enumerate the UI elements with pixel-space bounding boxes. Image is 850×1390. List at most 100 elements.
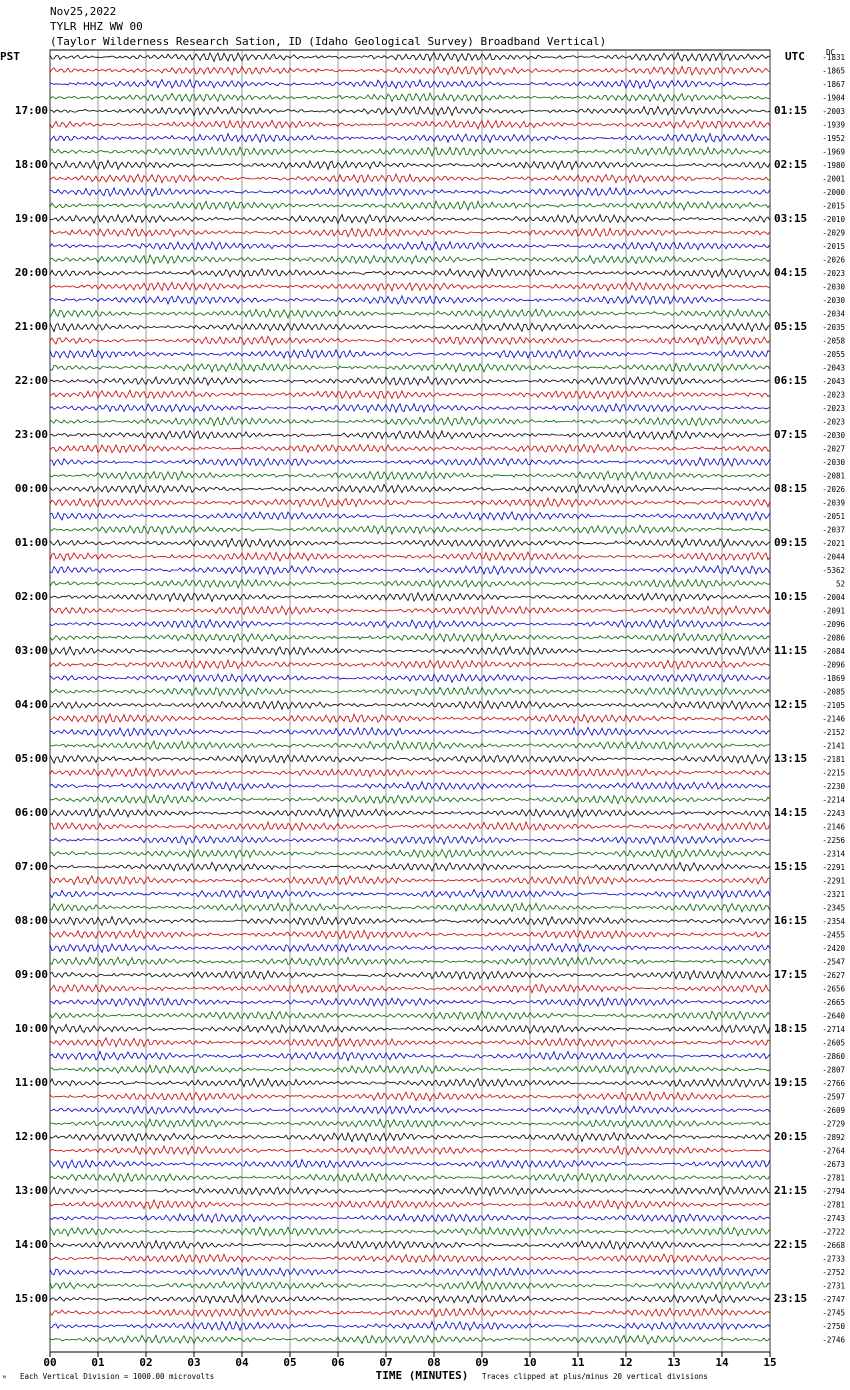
dc-offset: -2714 bbox=[822, 1025, 845, 1034]
utc-label: 13:15 bbox=[774, 752, 807, 765]
footer-right: Traces clipped at plus/minus 20 vertical… bbox=[482, 1372, 708, 1381]
dc-offset: -2745 bbox=[822, 1309, 845, 1318]
dc-offset: -2001 bbox=[822, 175, 845, 184]
trace bbox=[49, 375, 771, 387]
dc-offset: 52 bbox=[836, 580, 845, 589]
trace bbox=[49, 942, 771, 954]
trace bbox=[49, 1117, 771, 1129]
dc-offset: -5362 bbox=[822, 566, 845, 575]
trace bbox=[49, 362, 771, 374]
dc-offset: -2058 bbox=[822, 337, 845, 346]
trace bbox=[49, 537, 771, 549]
dc-offset: -2215 bbox=[822, 769, 845, 778]
pst-label: 20:00 bbox=[15, 266, 48, 279]
pst-label: 07:00 bbox=[15, 860, 48, 873]
pst-label: 12:00 bbox=[15, 1130, 48, 1143]
dc-offset: -2627 bbox=[822, 971, 845, 980]
trace bbox=[49, 51, 771, 63]
trace bbox=[49, 186, 771, 198]
dc-offset: -2609 bbox=[822, 1106, 845, 1115]
trace bbox=[49, 199, 771, 212]
trace bbox=[49, 65, 771, 76]
dc-offset: -2731 bbox=[822, 1282, 845, 1291]
trace bbox=[49, 470, 771, 482]
dc-offset: -2781 bbox=[822, 1174, 845, 1183]
trace bbox=[49, 496, 771, 509]
dc-offset: -2081 bbox=[822, 472, 845, 481]
dc-offset: -2023 bbox=[822, 391, 845, 400]
trace bbox=[49, 1252, 771, 1265]
dc-offset: -2747 bbox=[822, 1295, 845, 1304]
trace bbox=[49, 105, 771, 117]
logo: ᴹ bbox=[2, 1374, 7, 1383]
trace bbox=[49, 578, 771, 590]
dc-offset: -2035 bbox=[822, 323, 845, 332]
dc-offset: -2030 bbox=[822, 283, 845, 292]
dc-offset: -2026 bbox=[822, 256, 845, 265]
dc-offset: -2027 bbox=[822, 445, 845, 454]
trace bbox=[49, 726, 771, 738]
trace bbox=[49, 956, 771, 967]
trace bbox=[49, 1239, 771, 1251]
trace bbox=[49, 928, 771, 940]
utc-label: 17:15 bbox=[774, 968, 807, 981]
pst-label: 23:00 bbox=[15, 428, 48, 441]
dc-offset: -2023 bbox=[822, 269, 845, 278]
header-line: Nov25,2022 bbox=[50, 5, 116, 18]
x-tick-label: 06 bbox=[331, 1356, 345, 1369]
utc-label: 01:15 bbox=[774, 104, 807, 117]
trace bbox=[49, 645, 771, 657]
utc-label: 12:15 bbox=[774, 698, 807, 711]
pst-label: 00:00 bbox=[15, 482, 48, 495]
x-tick-label: 11 bbox=[571, 1356, 585, 1369]
dc-offset: -2345 bbox=[822, 904, 845, 913]
dc-offset: -2746 bbox=[822, 1336, 845, 1345]
trace bbox=[49, 92, 771, 103]
dc-offset: -1865 bbox=[822, 67, 845, 76]
trace bbox=[49, 172, 771, 184]
trace bbox=[49, 348, 771, 360]
trace bbox=[49, 658, 771, 671]
trace bbox=[49, 119, 771, 130]
dc-offset: -2668 bbox=[822, 1241, 845, 1250]
trace bbox=[49, 1050, 771, 1062]
trace bbox=[50, 1104, 771, 1116]
dc-offset: -2039 bbox=[822, 499, 845, 508]
pst-label: 11:00 bbox=[15, 1076, 48, 1089]
dc-offset: -2096 bbox=[822, 661, 845, 670]
dc-offset: -2547 bbox=[822, 958, 845, 967]
dc-offset: -2214 bbox=[822, 796, 845, 805]
utc-label: 08:15 bbox=[774, 482, 807, 495]
dc-offset: -2084 bbox=[822, 647, 845, 656]
dc-offset: -2051 bbox=[822, 512, 845, 521]
trace bbox=[49, 1131, 771, 1143]
trace bbox=[49, 294, 771, 306]
trace bbox=[49, 915, 771, 927]
header-line: (Taylor Wilderness Research Sation, ID (… bbox=[50, 35, 606, 48]
trace bbox=[49, 443, 771, 454]
trace bbox=[49, 1009, 771, 1022]
left-label: PST bbox=[0, 50, 20, 63]
dc-offset: -2455 bbox=[822, 931, 845, 940]
dc-offset: -2230 bbox=[822, 782, 845, 791]
utc-label: 07:15 bbox=[774, 428, 807, 441]
pst-label: 02:00 bbox=[15, 590, 48, 603]
dc-offset: -2023 bbox=[822, 418, 845, 427]
pst-label: 21:00 bbox=[15, 320, 48, 333]
trace bbox=[49, 618, 771, 630]
dc-offset: -2044 bbox=[822, 553, 845, 562]
pst-label: 04:00 bbox=[15, 698, 48, 711]
trace bbox=[49, 483, 771, 494]
utc-label: 23:15 bbox=[774, 1292, 807, 1305]
dc-offset: -2152 bbox=[822, 728, 845, 737]
dc-offset: -2656 bbox=[822, 985, 845, 994]
utc-label: 02:15 bbox=[774, 158, 807, 171]
pst-label: 05:00 bbox=[15, 752, 48, 765]
utc-label: 06:15 bbox=[774, 374, 807, 387]
trace bbox=[49, 793, 771, 805]
dc-offset: -2752 bbox=[822, 1268, 845, 1277]
utc-label: 03:15 bbox=[774, 212, 807, 225]
trace bbox=[49, 389, 771, 401]
trace bbox=[49, 591, 771, 603]
trace bbox=[49, 159, 771, 171]
